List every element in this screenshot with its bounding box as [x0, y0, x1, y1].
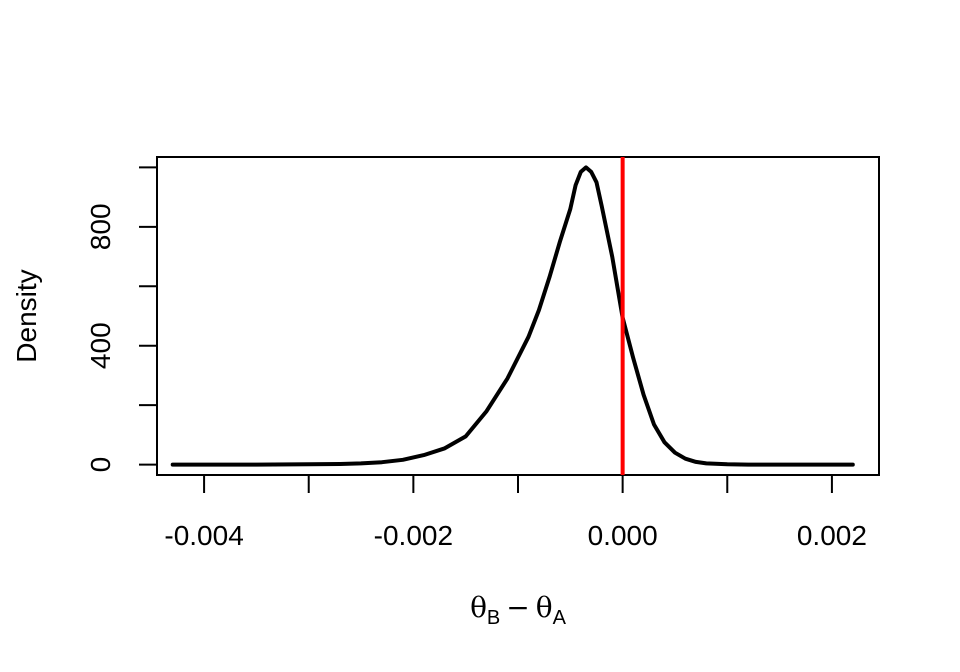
theta-a-subscript: A [553, 607, 567, 629]
theta-b-symbol: θ [470, 591, 487, 624]
y-tick-label: 400 [85, 322, 116, 369]
plot-box [156, 156, 880, 476]
x-axis: -0.004 -0.002 0.000 0.002 [164, 474, 867, 551]
y-axis-title: Density [11, 269, 42, 362]
x-tick-label: 0.000 [588, 520, 658, 551]
theta-a-symbol: θ [536, 591, 553, 624]
series-layer [170, 165, 855, 467]
minus-sign: − [506, 591, 529, 624]
y-tick-label: 800 [85, 203, 116, 250]
theta-b-subscript: B [487, 607, 500, 629]
density-curve [170, 165, 855, 467]
y-axis: 0 400 800 [85, 166, 158, 473]
y-tick-label: 0 [85, 457, 116, 473]
x-tick-label: -0.004 [164, 520, 243, 551]
x-axis-title: θB − θA [470, 591, 567, 629]
x-tick-label: -0.002 [374, 520, 453, 551]
x-tick-label: 0.002 [797, 520, 867, 551]
